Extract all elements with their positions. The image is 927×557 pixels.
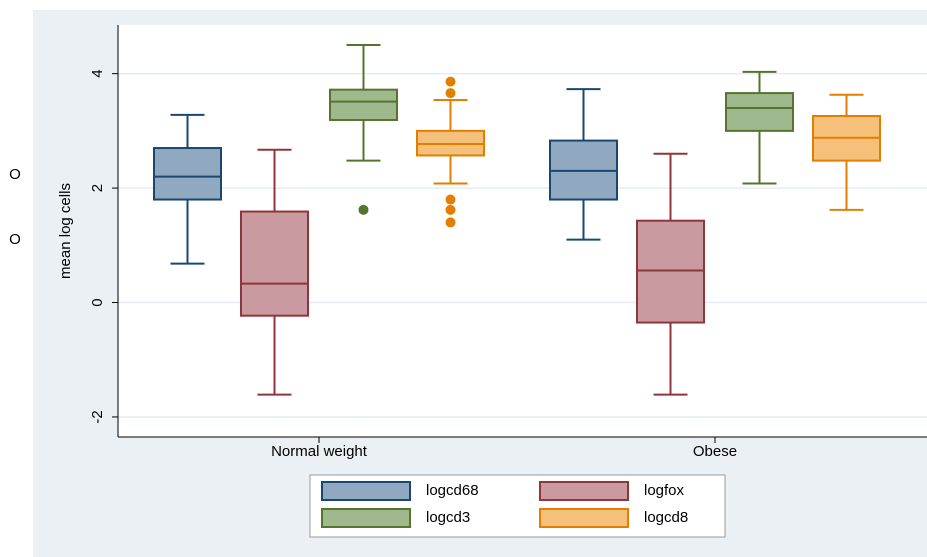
y-tick-label: -2 xyxy=(89,410,106,423)
outlier xyxy=(358,204,369,215)
side-label: O xyxy=(9,231,21,248)
side-label: O xyxy=(9,166,21,183)
y-tick-label: 0 xyxy=(89,298,106,306)
box xyxy=(240,210,309,317)
legend-label: logcd68 xyxy=(426,482,479,499)
outlier xyxy=(445,88,456,99)
y-axis-label: mean log cells xyxy=(57,183,74,279)
x-tick-label: Obese xyxy=(693,443,737,460)
legend-swatch xyxy=(539,508,629,528)
legend-label: logcd3 xyxy=(426,509,470,526)
outlier xyxy=(445,194,456,205)
outlier xyxy=(445,204,456,215)
y-tick-label: 2 xyxy=(89,184,106,192)
x-tick-label: Normal weight xyxy=(271,443,368,460)
outlier xyxy=(445,217,456,228)
box xyxy=(153,147,222,201)
outlier xyxy=(445,76,456,87)
plot-area xyxy=(118,25,927,437)
legend-swatch xyxy=(321,508,411,528)
legend-swatch xyxy=(539,481,629,501)
legend-swatch xyxy=(321,481,411,501)
box xyxy=(725,92,794,132)
legend-label: logfox xyxy=(644,482,685,499)
box xyxy=(329,88,398,121)
legend-label: logcd8 xyxy=(644,509,688,526)
y-tick-label: 4 xyxy=(89,69,106,77)
box xyxy=(636,219,705,324)
